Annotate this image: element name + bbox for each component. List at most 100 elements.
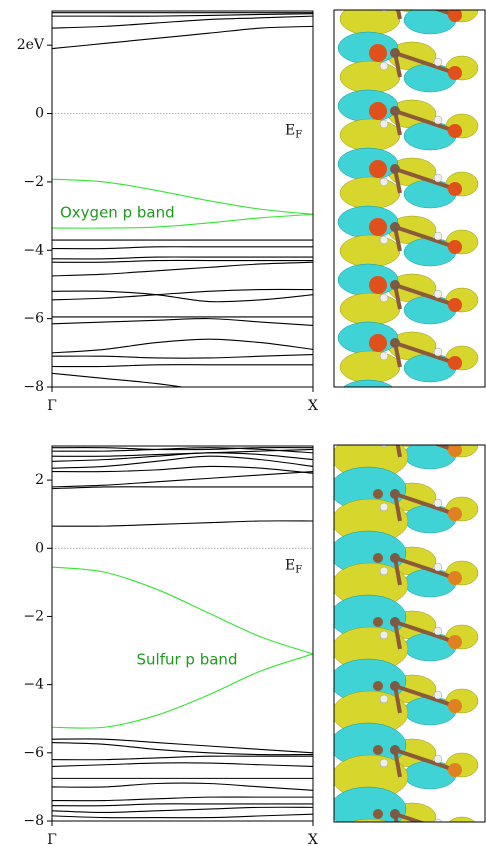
band-line: [52, 365, 313, 367]
orbital-lobe: [338, 148, 398, 180]
atom: [434, 0, 442, 8]
atom: [373, 553, 383, 563]
atom: [390, 617, 400, 627]
orbital-lobe: [332, 819, 408, 846]
orbital-lobe: [388, 419, 436, 447]
atom: [380, 294, 388, 302]
atom: [369, 160, 387, 178]
y-tick-label: −8: [23, 813, 44, 829]
atom: [434, 58, 442, 66]
atom: [434, 563, 442, 571]
band-line: [52, 262, 313, 276]
band-line: [52, 26, 313, 48]
y-tick-label: −2: [23, 174, 44, 190]
band-line: [52, 783, 313, 790]
band-line: [52, 14, 313, 16]
y-tick-label: −6: [23, 745, 44, 761]
atom: [369, 102, 387, 120]
atom: [380, 410, 388, 418]
orbital-lobe: [338, 0, 398, 6]
x-tick-label: Γ: [47, 832, 57, 846]
atom: [434, 499, 442, 507]
orbital-lobe: [340, 119, 400, 151]
orbital-lobe: [338, 264, 398, 296]
band-line: [52, 319, 313, 326]
atom: [390, 222, 400, 232]
x-tick-label: X: [308, 398, 318, 414]
orbital-lobe: [446, 817, 478, 841]
atom: [390, 280, 400, 290]
atom: [390, 164, 400, 174]
band-line: [52, 373, 313, 394]
x-tick-label: Γ: [47, 398, 57, 414]
atom: [390, 681, 400, 691]
bond: [395, 401, 455, 421]
atom: [448, 356, 462, 370]
atom: [380, 823, 388, 831]
orbital-lobe: [446, 404, 478, 428]
atom: [448, 240, 462, 254]
atom: [434, 691, 442, 699]
orbital-lobe: [340, 351, 400, 383]
atom: [390, 809, 400, 819]
y-tick-label: 2: [35, 472, 44, 488]
band-line: [52, 763, 313, 767]
atom: [373, 489, 383, 499]
y-tick-label: 0: [35, 540, 44, 556]
y-tick-label: −4: [23, 242, 44, 258]
atom: [434, 406, 442, 414]
band-line: [52, 472, 313, 487]
y-tick-label: 2eV: [17, 37, 45, 53]
atom: [448, 827, 462, 841]
atom: [434, 116, 442, 124]
orbital-lobe: [338, 206, 398, 238]
atom: [380, 567, 388, 575]
band-line: [52, 756, 313, 760]
atom: [380, 120, 388, 128]
orbital-lobe: [330, 403, 406, 447]
atom: [369, 334, 387, 352]
atom: [380, 695, 388, 703]
orbital-lobe: [388, 390, 436, 418]
band-line: [52, 739, 313, 753]
band-label: Sulfur p band: [137, 651, 238, 669]
atom: [369, 0, 387, 4]
bands: [52, 448, 313, 818]
atom: [390, 338, 400, 348]
atom: [448, 298, 462, 312]
y-tick-label: −4: [23, 677, 44, 693]
atom: [369, 44, 387, 62]
atom: [390, 48, 400, 58]
atom: [448, 763, 462, 777]
y-tick-label: −2: [23, 608, 44, 624]
atom: [434, 627, 442, 635]
fermi-label-main: E: [285, 123, 295, 139]
orbital-lobe: [404, 412, 456, 440]
orbital-lobe: [340, 61, 400, 93]
atom: [390, 489, 400, 499]
band-line: [52, 487, 313, 489]
atom: [390, 553, 400, 563]
fermi-label-sub: F: [295, 129, 302, 140]
atom: [369, 276, 387, 294]
y-tick-label: 0: [35, 106, 44, 122]
band-line: [52, 260, 313, 262]
band-line: [52, 456, 313, 468]
atom: [373, 425, 383, 435]
atom: [448, 182, 462, 196]
band-line: [52, 797, 313, 801]
atom: [369, 392, 387, 410]
orbital-lobe: [338, 90, 398, 122]
band-label: Oxygen p band: [60, 204, 175, 222]
plot-frame: [52, 11, 313, 387]
orbital-lobe: [338, 32, 398, 64]
band-line: [52, 16, 313, 28]
orbital-lobe: [340, 293, 400, 325]
atom: [390, 106, 400, 116]
fermi-label-main: E: [285, 557, 295, 573]
atom: [434, 755, 442, 763]
band-line: [52, 257, 313, 259]
band-line: [52, 804, 313, 806]
atom: [390, 396, 400, 406]
orbital-lobe: [340, 177, 400, 209]
